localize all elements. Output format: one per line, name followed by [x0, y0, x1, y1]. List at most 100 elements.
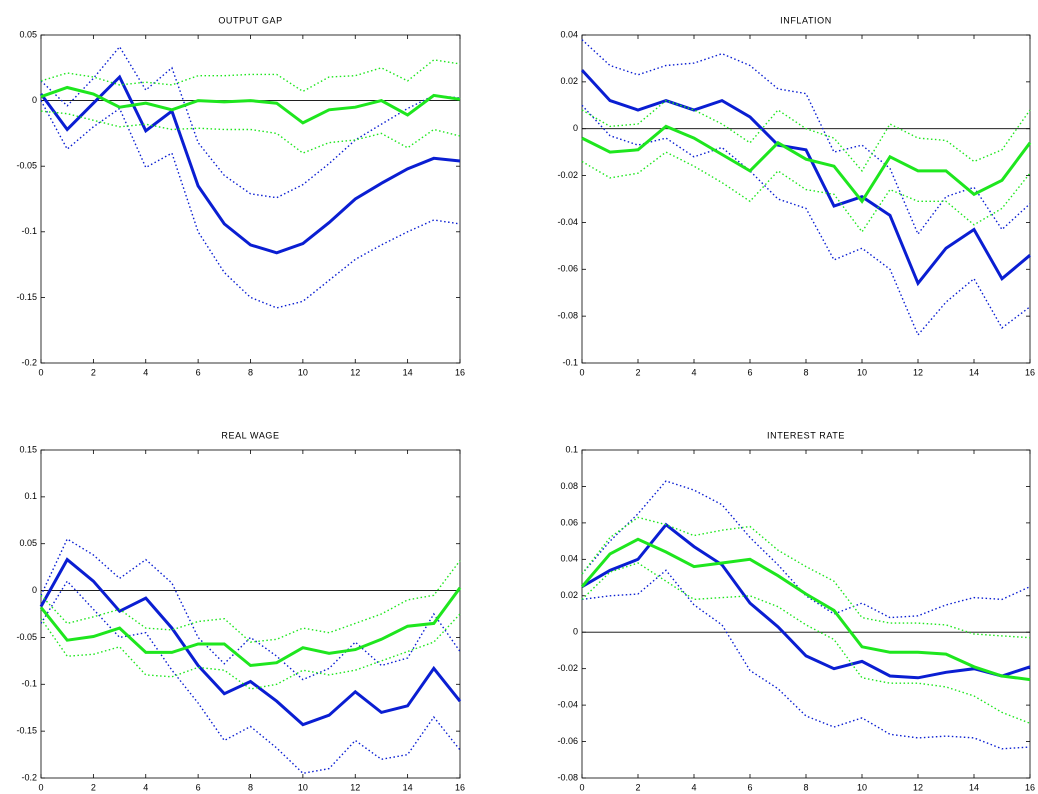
- band-line: [581, 99, 1031, 173]
- subplot: REAL WAGE -0.2 -0.15 -0.1 -0.05 0 0.05 0.1 0.15 0…: [16, 430, 465, 792]
- x-tick-label: 4: [143, 782, 148, 792]
- plot-area: [40, 449, 461, 779]
- y-tick-label: -0.06: [557, 736, 578, 746]
- subplot-title: INFLATION: [780, 15, 832, 25]
- y-tick-label: 0.1: [565, 444, 578, 454]
- subplot: INTEREST RATE -0.08 -0.06 -0.04 -0.02 0 0.02 0.…: [557, 430, 1035, 792]
- subplot-title: INTEREST RATE: [767, 430, 845, 440]
- band-line: [581, 562, 1031, 724]
- x-tick-label: 2: [91, 367, 96, 377]
- x-tick-label: 8: [248, 782, 253, 792]
- x-tick-label: 16: [1025, 782, 1035, 792]
- x-tick-label: 12: [350, 782, 360, 792]
- y-tick-label: 0.02: [560, 76, 578, 86]
- band-line: [40, 580, 461, 775]
- y-tick-label: -0.1: [562, 357, 578, 367]
- y-tick-label: -0.05: [16, 632, 37, 642]
- y-tick-label: -0.08: [557, 311, 578, 321]
- x-tick-label: 14: [403, 782, 413, 792]
- y-tick-label: 0.04: [560, 29, 578, 39]
- x-tick-label: 4: [691, 367, 696, 377]
- x-tick-label: 10: [298, 782, 308, 792]
- x-tick-label: 12: [913, 367, 923, 377]
- band-line: [40, 537, 461, 681]
- x-tick-label: 8: [248, 367, 253, 377]
- x-tick-label: 16: [1025, 367, 1035, 377]
- response-line: [580, 69, 1031, 287]
- x-tick-label: 6: [196, 782, 201, 792]
- x-tick-label: 12: [350, 367, 360, 377]
- y-tick-label: -0.15: [16, 726, 37, 736]
- band-line: [40, 45, 461, 199]
- band-line: [581, 480, 1031, 619]
- y-tick-label: 0.15: [19, 444, 37, 454]
- y-tick-label: -0.15: [16, 292, 37, 302]
- x-tick-label: 10: [857, 782, 867, 792]
- x-tick-label: 6: [196, 367, 201, 377]
- y-tick-label: 0.04: [560, 554, 578, 564]
- subplot: INFLATION -0.1 -0.08 -0.06 -0.04 -0.02 0 0.02 0.…: [557, 15, 1035, 377]
- x-tick-label: 10: [298, 367, 308, 377]
- y-tick-label: -0.04: [557, 217, 578, 227]
- y-tick-label: 0.02: [560, 590, 578, 600]
- y-tick-label: -0.02: [557, 170, 578, 180]
- x-tick-label: 6: [747, 782, 752, 792]
- response-line: [580, 537, 1031, 682]
- response-line: [581, 124, 1032, 204]
- response-line: [40, 85, 461, 125]
- plot-area: [581, 449, 1031, 779]
- x-tick-label: 4: [143, 367, 148, 377]
- y-tick-label: 0.08: [560, 481, 578, 491]
- subplot-title: OUTPUT GAP: [218, 15, 282, 25]
- band-line: [581, 569, 1031, 750]
- plot-area: [581, 34, 1031, 364]
- band-line: [40, 560, 461, 643]
- x-tick-label: 6: [747, 367, 752, 377]
- x-tick-label: 12: [913, 782, 923, 792]
- x-tick-label: 0: [579, 782, 584, 792]
- band-line: [581, 151, 1031, 234]
- x-tick-label: 16: [455, 782, 465, 792]
- y-tick-label: -0.2: [21, 772, 37, 782]
- x-tick-label: 10: [857, 367, 867, 377]
- y-tick-label: -0.2: [21, 357, 37, 367]
- x-tick-label: 14: [969, 782, 979, 792]
- y-tick-label: -0.08: [557, 772, 578, 782]
- x-tick-label: 16: [455, 367, 465, 377]
- response-line: [39, 74, 461, 255]
- y-tick-label: 0: [573, 123, 578, 133]
- subplot: OUTPUT GAP -0.2 -0.15 -0.1 -0.05 0 0.05 0 2 4 6 8 10…: [16, 15, 465, 377]
- x-tick-label: 0: [38, 782, 43, 792]
- y-tick-label: -0.1: [21, 226, 37, 236]
- band-line: [581, 39, 1031, 236]
- y-tick-label: 0.1: [24, 491, 37, 501]
- x-tick-label: 4: [691, 782, 696, 792]
- y-tick-label: -0.06: [557, 264, 578, 274]
- y-tick-label: 0: [32, 585, 37, 595]
- response-line: [39, 557, 462, 727]
- y-tick-label: 0: [573, 627, 578, 637]
- x-tick-label: 2: [635, 367, 640, 377]
- band-line: [40, 613, 461, 690]
- x-tick-label: 14: [969, 367, 979, 377]
- y-tick-label: -0.05: [16, 161, 37, 171]
- band-line: [40, 100, 461, 309]
- x-tick-label: 2: [91, 782, 96, 792]
- plot-area: [40, 34, 461, 364]
- band-line: [581, 516, 1031, 639]
- x-tick-label: 8: [803, 782, 808, 792]
- response-line: [581, 522, 1031, 680]
- band-line: [581, 104, 1031, 337]
- x-tick-label: 14: [403, 367, 413, 377]
- y-tick-label: -0.1: [21, 679, 37, 689]
- y-tick-label: 0.05: [19, 538, 37, 548]
- y-tick-label: -0.04: [557, 699, 578, 709]
- y-tick-label: 0.05: [19, 29, 37, 39]
- response-line: [39, 586, 462, 668]
- band-line: [40, 59, 461, 93]
- y-tick-label: 0.06: [560, 517, 578, 527]
- x-tick-label: 0: [579, 367, 584, 377]
- y-tick-label: 0: [32, 95, 37, 105]
- y-tick-label: -0.02: [557, 663, 578, 673]
